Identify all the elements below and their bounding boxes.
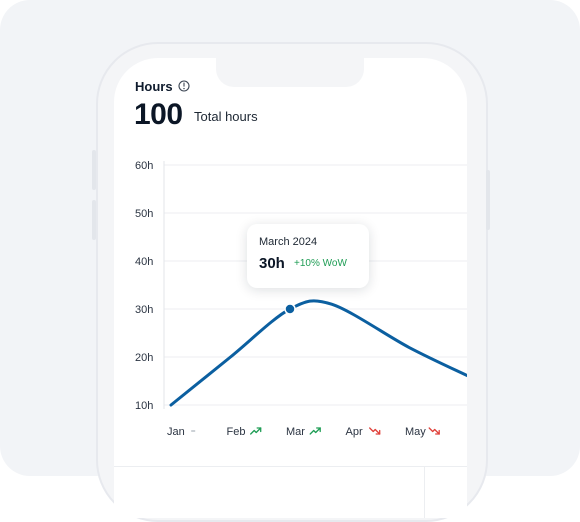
trend-up-icon [250,427,262,435]
tooltip-value: 30h [259,255,285,272]
phone-side-button [486,170,490,230]
y-tick-label: 10h [135,400,153,412]
phone-side-button [92,200,96,240]
trend-down-icon [369,427,381,435]
total-hours-label: Total hours [194,109,258,124]
x-tick-label: Feb [227,426,246,438]
footer-divider-line [114,466,467,467]
series-line [169,299,467,407]
tooltip-title: March 2024 [259,236,318,248]
phone-side-button [92,150,96,190]
trend-up-icon-head [256,427,262,433]
x-tick-label: May [405,426,426,438]
y-tick-label: 30h [135,304,153,316]
highlight-point[interactable] [284,303,296,315]
x-tick-label: Jan [167,426,185,438]
card-title: Hours [135,79,173,94]
phone-screen: Hours 100 Total hours 10h 20h 30h 40h 50h 60h… [114,58,467,518]
y-tick-label: 20h [135,352,153,364]
y-tick-label: 40h [135,256,153,268]
trend-down-icon-head [375,429,381,435]
x-tick-label: Apr [346,426,363,438]
trend-down-icon [428,427,440,435]
y-tick-label: 50h [135,208,153,220]
trend-down-icon-head [435,429,440,435]
tooltip-change: +10% WoW [294,258,347,269]
info-icon[interactable] [178,80,190,92]
footer-vertical-divider [424,467,425,518]
phone-notch [216,58,364,87]
trend-up-icon [309,427,321,435]
hours-line-chart: 10h 20h 30h 40h 50h 60h Jan Feb Mar Apr May [135,160,467,438]
trend-up-icon-head [316,427,321,433]
total-hours-value: 100 [134,98,183,131]
chart-tooltip: March 2024 30h +10% WoW [247,224,369,288]
x-tick-label: Mar [286,426,305,438]
y-tick-label: 60h [135,160,153,172]
